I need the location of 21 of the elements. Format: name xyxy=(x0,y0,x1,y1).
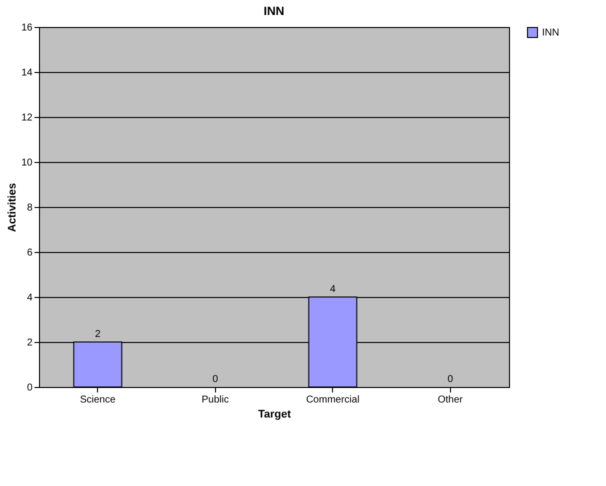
y-axis-title: Activities xyxy=(6,183,18,232)
y-tick-label: 0 xyxy=(26,382,33,394)
legend-label: INN xyxy=(542,28,560,38)
x-tick-label: Public xyxy=(202,394,229,406)
y-tick-label: 4 xyxy=(26,292,33,304)
y-tick-label: 8 xyxy=(26,202,33,214)
x-tick-label: Commercial xyxy=(306,394,360,406)
y-tick-label: 14 xyxy=(21,68,33,78)
data-label: 4 xyxy=(330,284,336,295)
y-tick-label: 6 xyxy=(26,248,33,258)
data-label: 2 xyxy=(94,329,101,340)
data-label: 0 xyxy=(212,374,218,385)
x-axis-title: Target xyxy=(258,408,292,420)
y-tick-label: 10 xyxy=(21,158,33,168)
y-tick-label: 2 xyxy=(26,338,33,348)
x-tick-label: Other xyxy=(438,394,464,406)
y-tick-label: 12 xyxy=(21,112,33,124)
data-label: 0 xyxy=(447,374,454,385)
chart-title: INN xyxy=(264,4,284,18)
y-tick-label: 16 xyxy=(21,22,33,34)
x-tick-label: Science xyxy=(80,394,116,406)
